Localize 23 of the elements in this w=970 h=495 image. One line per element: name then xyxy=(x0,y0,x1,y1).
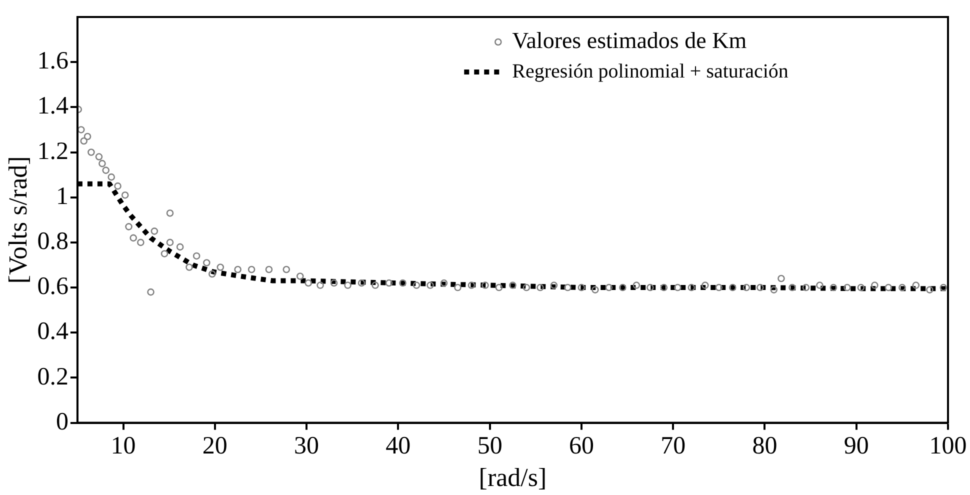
legend-label: Valores estimados de Km xyxy=(512,28,747,54)
y-tick-label: 0.6 xyxy=(37,273,68,300)
x-tick-label: 80 xyxy=(752,432,778,460)
x-tick-label: 10 xyxy=(110,432,136,460)
y-tick-label: 1.6 xyxy=(37,48,68,75)
x-axis-title: [rad/s] xyxy=(478,463,547,492)
x-tick-label: 20 xyxy=(202,432,228,460)
legend-label: Regresión polinomial + saturación xyxy=(512,60,788,82)
y-tick-label: 0.2 xyxy=(37,363,68,390)
y-tick-label: 0.8 xyxy=(37,228,68,256)
y-axis-title: [Volts s/rad] xyxy=(3,156,32,284)
x-tick-label: 40 xyxy=(386,432,411,460)
y-tick-label: 1.4 xyxy=(37,92,69,120)
y-tick-label: 1.2 xyxy=(37,138,68,165)
y-tick-label: 0 xyxy=(56,408,68,436)
x-tick-label: 50 xyxy=(477,432,502,460)
y-tick-label: 1 xyxy=(56,182,68,210)
x-tick-label: 30 xyxy=(294,432,320,460)
x-tick-label: 60 xyxy=(568,432,594,460)
y-tick-label: 0.4 xyxy=(37,318,69,346)
x-tick-label: 90 xyxy=(844,432,869,460)
x-tick-label: 100 xyxy=(929,432,967,460)
x-tick-label: 70 xyxy=(660,432,686,460)
